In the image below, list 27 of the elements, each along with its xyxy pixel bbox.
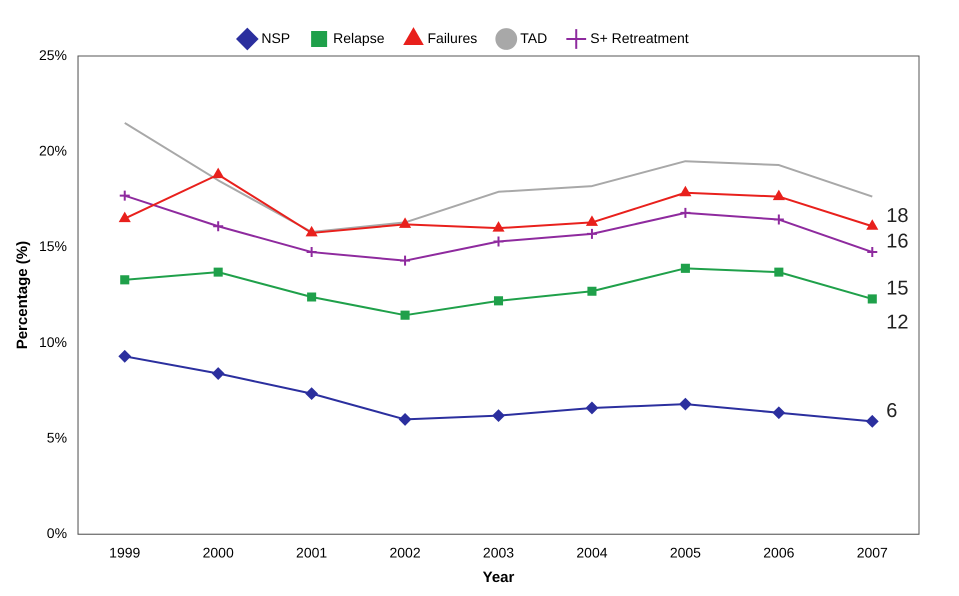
annotation: 12 [886, 312, 909, 334]
x-tick-label: 2007 [856, 544, 888, 560]
x-tick-label: 2005 [670, 544, 702, 560]
y-axis-title: Percentage (%) [14, 240, 32, 350]
y-tick-label: 0% [46, 525, 68, 542]
y-tick-label: 5% [46, 429, 68, 446]
x-tick-label: 2006 [763, 544, 795, 560]
y-tick-label: 20% [38, 142, 68, 158]
x-tick-label: 2004 [576, 544, 608, 560]
x-tick-label: 2002 [389, 544, 421, 560]
legend-label: S+ Retreatment [590, 30, 689, 46]
y-tick-label: 10% [38, 334, 68, 350]
y-tick-label: 15% [38, 238, 68, 254]
annotation: 18 [886, 204, 909, 227]
x-axis-title: Year [482, 569, 515, 586]
x-tick-label: 2001 [296, 544, 328, 560]
legend-label: TAD [520, 30, 548, 46]
annotation: 6 [886, 400, 898, 422]
y-tick-label: 25% [38, 46, 68, 63]
annotation: 15 [886, 277, 909, 300]
legend-label: Failures [427, 30, 478, 46]
legend-label: Relapse [333, 30, 385, 46]
x-tick-label: 2003 [482, 544, 514, 560]
annotation: 16 [886, 230, 909, 253]
legend-label: NSP [261, 30, 290, 46]
x-tick-label: 1999 [109, 544, 141, 560]
x-tick-label: 2000 [202, 544, 234, 560]
